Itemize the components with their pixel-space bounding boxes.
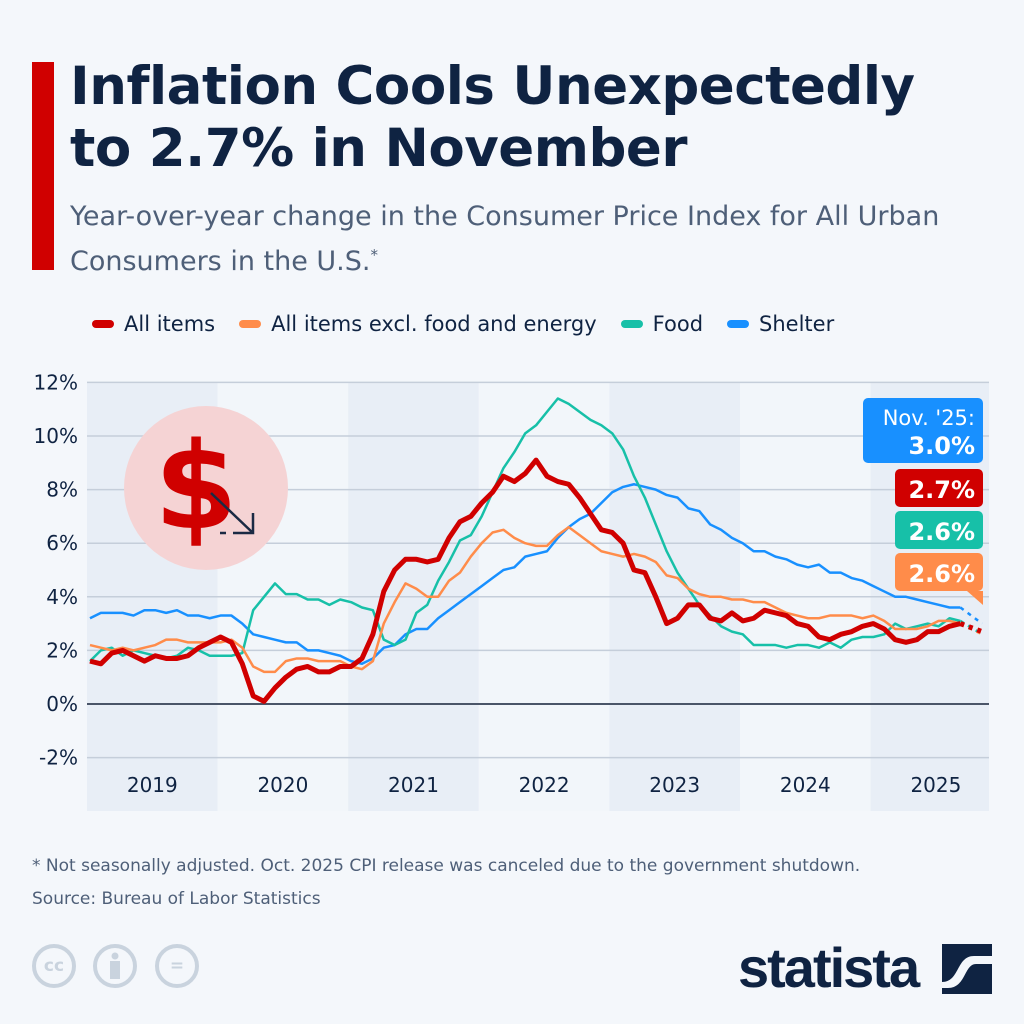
callout-value: 2.6% — [908, 518, 975, 546]
legend-item-food: Food — [620, 312, 704, 336]
chart-title: Inflation Cools Unexpectedly to 2.7% in … — [70, 56, 915, 179]
legend: All items All items excl. food and energ… — [92, 312, 834, 336]
y-tick-label: 12% — [34, 370, 78, 394]
legend-swatch — [620, 320, 643, 328]
y-tick-label: 2% — [46, 638, 78, 662]
x-tick-label: 2019 — [127, 773, 178, 797]
y-tick-label: 6% — [46, 531, 78, 555]
chart-subtitle: Year-over-year change in the Consumer Pr… — [70, 198, 970, 281]
series-line-all-items — [89, 457, 961, 704]
y-tick-label: 0% — [46, 692, 78, 716]
line-chart: $ 2019 2020 2021 2022 2023 2024 2025 -2% 0% 2% 4% 6… — [34, 370, 989, 811]
series-line-all-items-excl-food-and-energy — [89, 525, 961, 674]
x-tick-label: 2023 — [649, 773, 700, 797]
legend-label: Food — [652, 312, 704, 336]
y-tick-label: 8% — [46, 478, 78, 502]
callout-value: 2.7% — [908, 476, 975, 504]
legend-label: All items — [124, 312, 216, 336]
legend-label: All items excl. food and energy — [271, 312, 597, 336]
subtitle-footnote-mark: * — [370, 246, 378, 264]
x-tick-label: 2020 — [257, 773, 308, 797]
cc-icon: cc — [32, 944, 76, 988]
y-tick-label: 4% — [46, 585, 78, 609]
footnote: * Not seasonally adjusted. Oct. 2025 CPI… — [32, 856, 861, 876]
statista-logo: statista — [738, 936, 920, 999]
legend-swatch — [92, 320, 114, 328]
callout-pointer — [967, 591, 983, 605]
legend-label: Shelter — [759, 312, 835, 336]
callout-value: 2.6% — [908, 560, 975, 588]
x-tick-label: 2021 — [388, 773, 439, 797]
subtitle-text: Year-over-year change in the Consumer Pr… — [70, 201, 940, 277]
legend-swatch — [239, 320, 262, 328]
legend-item-all-items: All items — [92, 312, 215, 336]
series-line-shelter — [89, 482, 961, 666]
x-tick-label: 2025 — [910, 773, 961, 797]
svg-text:$: $ — [154, 418, 238, 557]
callout-box — [863, 398, 983, 463]
callout-box — [895, 469, 983, 507]
source: Source: Bureau of Labor Statistics — [32, 889, 321, 909]
callout-box — [895, 553, 983, 591]
accent-bar — [32, 62, 54, 270]
callout-header: Nov. '25: — [883, 406, 975, 430]
legend-item-core: All items excl. food and energy — [239, 312, 597, 336]
legend-item-shelter: Shelter — [727, 312, 834, 336]
dollar-down-icon: $ — [124, 406, 288, 570]
attribution-icon — [93, 944, 137, 988]
no-derivatives-icon: = — [155, 944, 199, 988]
y-tick-label: 10% — [34, 424, 78, 448]
callout-value: 3.0% — [908, 432, 975, 460]
x-tick-label: 2022 — [519, 773, 570, 797]
y-tick-label: -2% — [39, 746, 78, 770]
x-tick-label: 2024 — [780, 773, 831, 797]
callout-box — [895, 511, 983, 549]
series-gap-dotted — [959, 621, 984, 634]
statista-logo-mark — [942, 944, 992, 994]
legend-swatch — [727, 320, 750, 328]
